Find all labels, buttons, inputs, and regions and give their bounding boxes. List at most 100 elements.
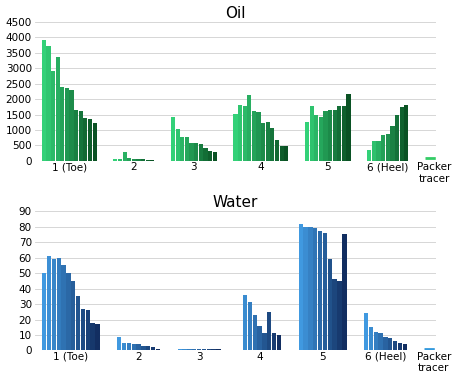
Bar xyxy=(238,105,242,161)
Bar xyxy=(305,122,309,161)
Bar xyxy=(261,123,265,161)
Bar xyxy=(208,151,212,161)
Bar xyxy=(118,160,122,161)
Bar xyxy=(76,296,80,351)
Bar xyxy=(314,115,319,161)
Bar xyxy=(190,143,194,161)
Bar xyxy=(151,348,155,351)
Bar xyxy=(234,114,238,161)
Bar xyxy=(319,117,323,161)
Bar xyxy=(127,343,131,351)
Bar xyxy=(369,327,373,351)
Bar xyxy=(113,159,117,161)
Bar xyxy=(51,71,55,161)
Bar xyxy=(342,235,346,351)
Bar xyxy=(284,146,288,161)
Bar xyxy=(197,349,202,351)
Bar xyxy=(42,273,47,351)
Bar xyxy=(187,349,191,351)
Bar xyxy=(180,137,185,161)
Bar xyxy=(342,106,346,161)
Bar xyxy=(393,341,397,351)
Bar xyxy=(122,152,127,161)
Bar xyxy=(367,150,372,161)
Bar xyxy=(280,146,284,161)
Bar xyxy=(57,258,61,351)
Bar xyxy=(194,143,198,161)
Bar xyxy=(257,326,262,351)
Bar xyxy=(275,140,279,161)
Bar xyxy=(248,302,252,351)
Bar xyxy=(308,227,313,351)
Bar xyxy=(127,158,131,161)
Bar xyxy=(328,110,332,161)
Bar xyxy=(42,40,46,161)
Bar xyxy=(318,231,322,351)
Bar xyxy=(81,309,85,351)
Bar xyxy=(378,334,383,351)
Bar xyxy=(386,134,390,161)
Bar xyxy=(309,106,314,161)
Bar xyxy=(243,106,247,161)
Bar xyxy=(65,88,69,161)
Bar xyxy=(313,228,318,351)
Bar xyxy=(303,227,308,351)
Bar xyxy=(390,126,394,161)
Bar xyxy=(399,107,404,161)
Bar xyxy=(395,115,399,161)
Bar xyxy=(85,310,90,351)
Bar xyxy=(364,313,368,351)
Bar xyxy=(262,334,266,351)
Bar xyxy=(141,160,145,161)
Bar xyxy=(96,324,100,351)
Bar xyxy=(323,233,327,351)
Title: Oil: Oil xyxy=(225,6,246,20)
Bar xyxy=(213,152,217,161)
Bar xyxy=(337,281,342,351)
Bar xyxy=(267,312,271,351)
Bar xyxy=(202,349,206,351)
Bar xyxy=(132,344,136,351)
Bar xyxy=(212,349,216,351)
Bar xyxy=(398,343,402,351)
Bar xyxy=(333,110,337,161)
Bar xyxy=(90,323,95,351)
Bar xyxy=(337,106,341,161)
Bar xyxy=(182,349,187,351)
Bar xyxy=(277,335,281,351)
Bar xyxy=(203,148,207,161)
Bar xyxy=(146,160,150,161)
Bar xyxy=(266,122,270,161)
Bar xyxy=(92,123,97,161)
Bar xyxy=(71,281,75,351)
Bar xyxy=(247,95,251,161)
Bar xyxy=(122,343,126,351)
Bar xyxy=(388,338,393,351)
Bar xyxy=(66,273,71,351)
Bar xyxy=(141,346,146,351)
Bar xyxy=(346,94,351,161)
Bar xyxy=(374,332,378,351)
Bar xyxy=(79,111,83,161)
Bar xyxy=(404,105,409,161)
Bar xyxy=(56,57,60,161)
Bar xyxy=(178,349,182,351)
Bar xyxy=(150,160,154,161)
Title: Water: Water xyxy=(213,195,258,210)
Bar xyxy=(243,295,247,351)
Bar xyxy=(252,111,256,161)
Bar xyxy=(298,224,303,351)
Bar xyxy=(253,315,257,351)
Bar xyxy=(132,159,136,161)
Bar xyxy=(185,138,189,161)
Bar xyxy=(146,346,150,351)
Bar xyxy=(156,349,160,351)
Bar xyxy=(61,265,66,351)
Bar xyxy=(83,118,87,161)
Bar xyxy=(272,334,276,351)
Bar xyxy=(88,119,92,161)
Bar xyxy=(207,349,211,351)
Bar xyxy=(192,349,197,351)
Bar xyxy=(199,144,203,161)
Bar xyxy=(216,349,221,351)
